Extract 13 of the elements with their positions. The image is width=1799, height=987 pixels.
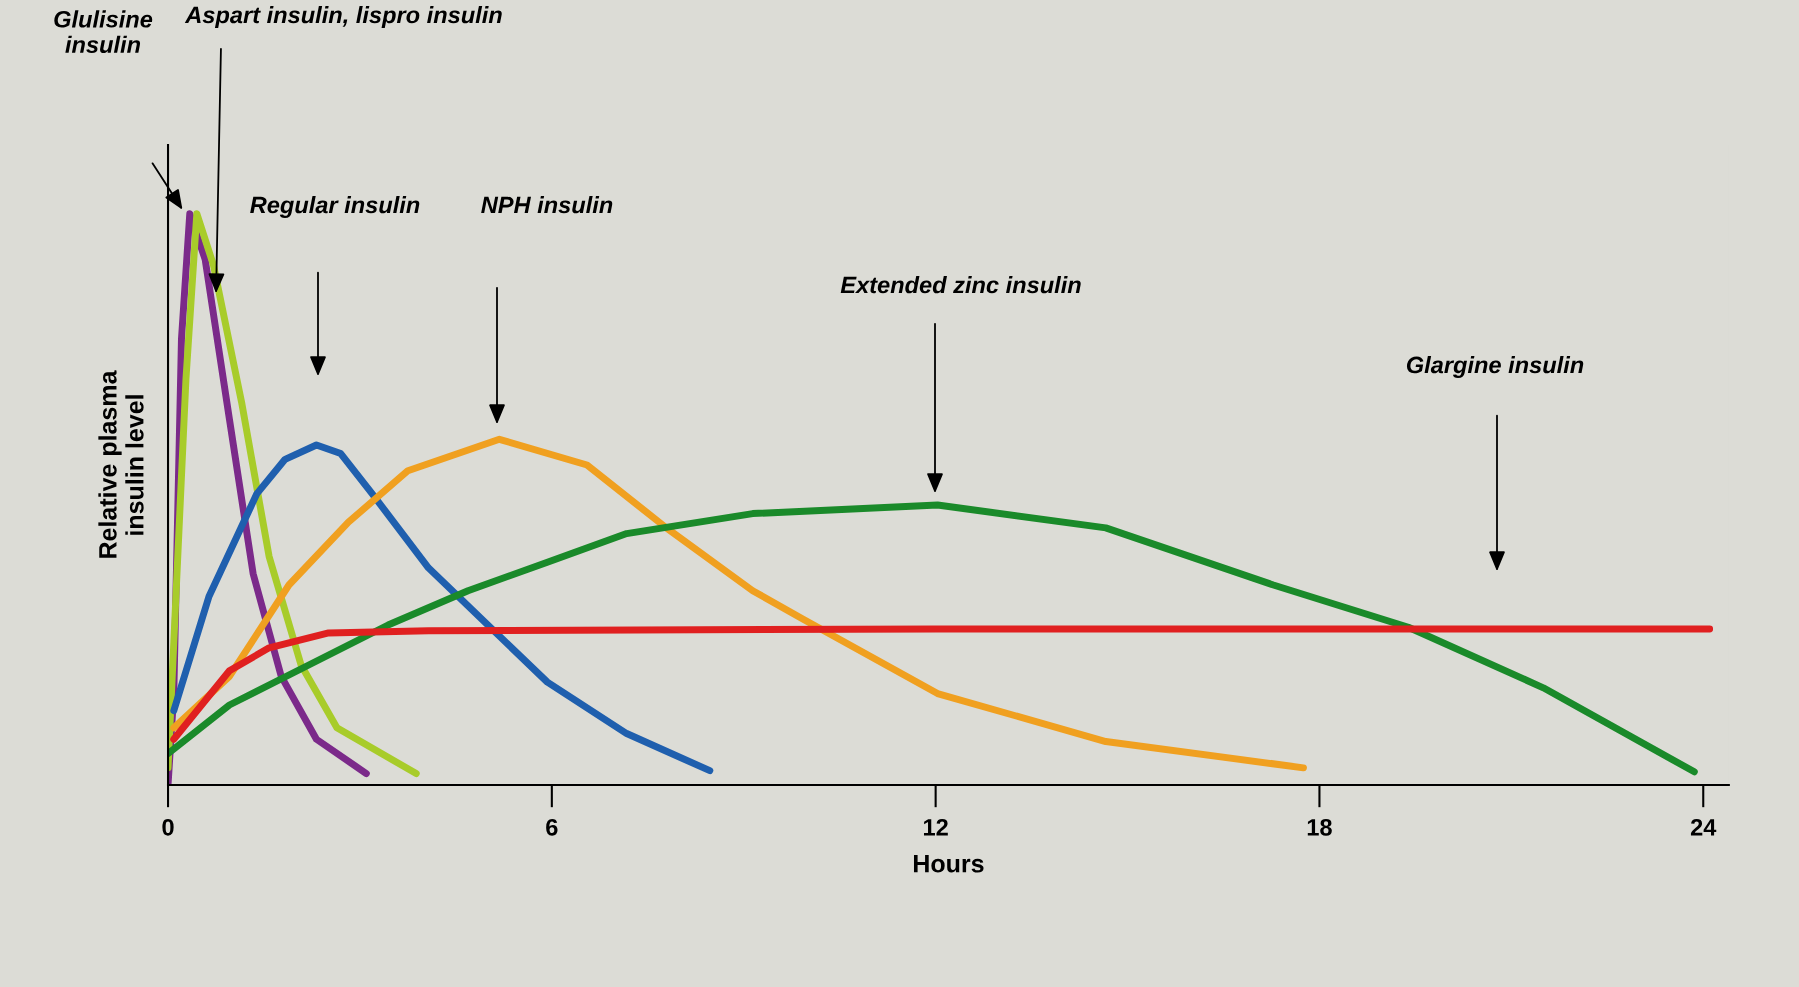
x-axis-title: Hours bbox=[913, 855, 984, 873]
annotation: Extended zinc insulin bbox=[840, 275, 1081, 294]
text: NPH insulin bbox=[481, 196, 613, 214]
annotation: Regular insulin bbox=[250, 196, 420, 218]
x-tick-label: 12 bbox=[924, 818, 948, 836]
x-tick-label: 24 bbox=[1690, 818, 1717, 836]
x-tick-label: 0 bbox=[162, 818, 174, 836]
annotation: Glargine insulin bbox=[1406, 355, 1584, 379]
y-axis-title: Relative plasma insulin level bbox=[98, 370, 144, 558]
text: Glulisine insulin bbox=[54, 10, 153, 54]
x-tick-label: 18 bbox=[1307, 818, 1332, 836]
x-tick-label: 6 bbox=[546, 818, 558, 836]
text: Aspart insulin, lispro insulin bbox=[184, 6, 502, 28]
